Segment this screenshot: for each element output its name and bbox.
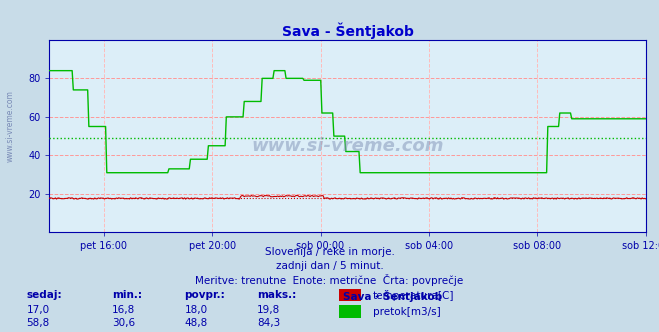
Title: Sava - Šentjakob: Sava - Šentjakob <box>281 22 414 39</box>
Text: Meritve: trenutne  Enote: metrične  Črta: povprečje: Meritve: trenutne Enote: metrične Črta: … <box>195 274 464 286</box>
Text: www.si-vreme.com: www.si-vreme.com <box>251 137 444 155</box>
Text: min.:: min.: <box>112 290 142 300</box>
Bar <box>339 305 360 318</box>
Text: 58,8: 58,8 <box>26 318 49 328</box>
Text: 84,3: 84,3 <box>257 318 280 328</box>
Text: pretok[m3/s]: pretok[m3/s] <box>373 307 440 317</box>
Text: povpr.:: povpr.: <box>185 290 225 300</box>
Text: sedaj:: sedaj: <box>26 290 62 300</box>
Text: 30,6: 30,6 <box>112 318 135 328</box>
Text: temperatura[C]: temperatura[C] <box>373 291 454 301</box>
Text: Sava - Šentjakob: Sava - Šentjakob <box>343 290 442 302</box>
Text: maks.:: maks.: <box>257 290 297 300</box>
Text: zadnji dan / 5 minut.: zadnji dan / 5 minut. <box>275 261 384 271</box>
Text: 19,8: 19,8 <box>257 305 280 315</box>
Text: www.si-vreme.com: www.si-vreme.com <box>5 90 14 162</box>
Text: Slovenija / reke in morje.: Slovenija / reke in morje. <box>264 247 395 257</box>
Bar <box>339 289 360 301</box>
Text: 18,0: 18,0 <box>185 305 208 315</box>
Text: 17,0: 17,0 <box>26 305 49 315</box>
Text: 16,8: 16,8 <box>112 305 135 315</box>
Text: 48,8: 48,8 <box>185 318 208 328</box>
